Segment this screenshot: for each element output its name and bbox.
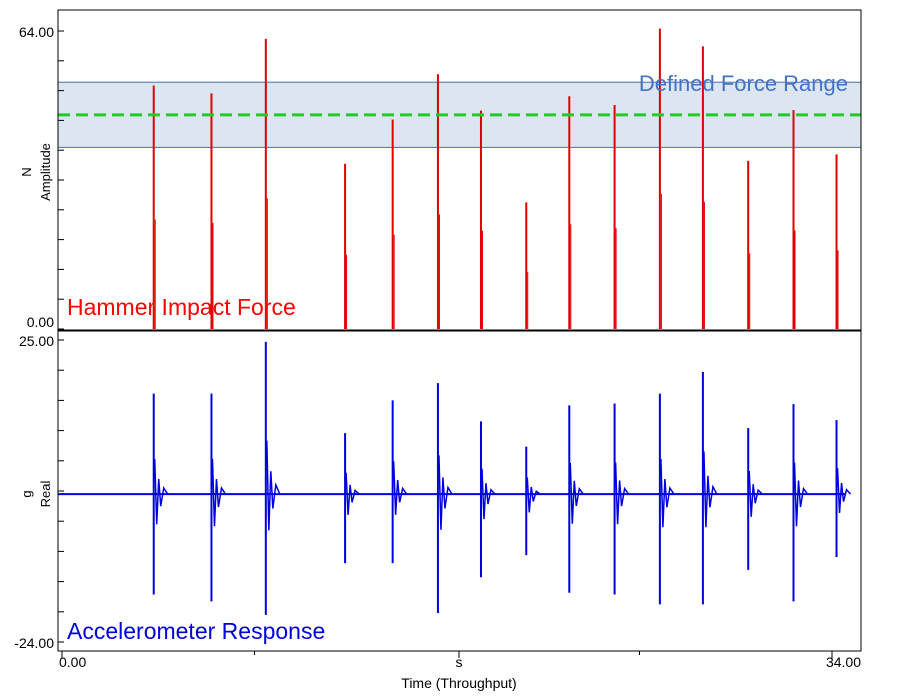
accel-decay-8 bbox=[526, 477, 541, 513]
x-axis-label: Time (Throughput) bbox=[401, 675, 516, 691]
accel-decay-5 bbox=[392, 461, 408, 515]
accel-ytick-top: 25.00 bbox=[19, 333, 54, 349]
accel-decay-14 bbox=[793, 462, 809, 527]
x-unit-label: s bbox=[456, 654, 463, 670]
accel-decay-6 bbox=[438, 455, 453, 530]
force-y-axis-label: Amplitude bbox=[38, 143, 53, 201]
x-axis-ticks bbox=[61, 651, 833, 658]
force-ytick-bottom: 0.00 bbox=[27, 314, 54, 330]
accel-decay-1 bbox=[153, 458, 169, 525]
xtick-right: 34.00 bbox=[826, 654, 861, 670]
accel-decay-2 bbox=[211, 458, 227, 527]
force-series bbox=[152, 28, 839, 329]
accel-plot-frame bbox=[57, 330, 862, 652]
force-panel: 64.00 0.00 Amplitude N Defined Force Ran… bbox=[19, 9, 862, 331]
accel-panel: 25.00 -24.00 Real g Accelerometer Respon… bbox=[14, 330, 862, 691]
xtick-left: 0.00 bbox=[59, 654, 86, 670]
accel-y-axis-label: Real bbox=[38, 481, 53, 508]
force-y-ticks bbox=[58, 30, 64, 330]
accel-decay-9 bbox=[569, 462, 584, 524]
force-chart-title: Hammer Impact Force bbox=[67, 294, 296, 320]
accel-y-ticks bbox=[58, 339, 64, 643]
force-y-unit-label: N bbox=[19, 167, 34, 176]
force-band-label: Defined Force Range bbox=[639, 71, 848, 96]
accel-decay-12 bbox=[703, 451, 718, 528]
accel-chart-title: Accelerometer Response bbox=[67, 618, 325, 644]
accel-decay-4 bbox=[345, 472, 360, 515]
accel-decay-11 bbox=[660, 458, 675, 528]
accel-decay-3 bbox=[266, 440, 281, 531]
accel-decay-7 bbox=[481, 468, 496, 520]
accel-decay-15 bbox=[836, 468, 852, 513]
accel-ytick-bottom: -24.00 bbox=[14, 635, 54, 651]
accel-decay-13 bbox=[748, 470, 763, 517]
force-plot-frame bbox=[57, 9, 862, 331]
accel-series bbox=[152, 341, 852, 615]
accel-decay-10 bbox=[614, 462, 630, 525]
force-ytick-top: 64.00 bbox=[19, 24, 54, 40]
accel-y-unit-label: g bbox=[19, 490, 34, 497]
